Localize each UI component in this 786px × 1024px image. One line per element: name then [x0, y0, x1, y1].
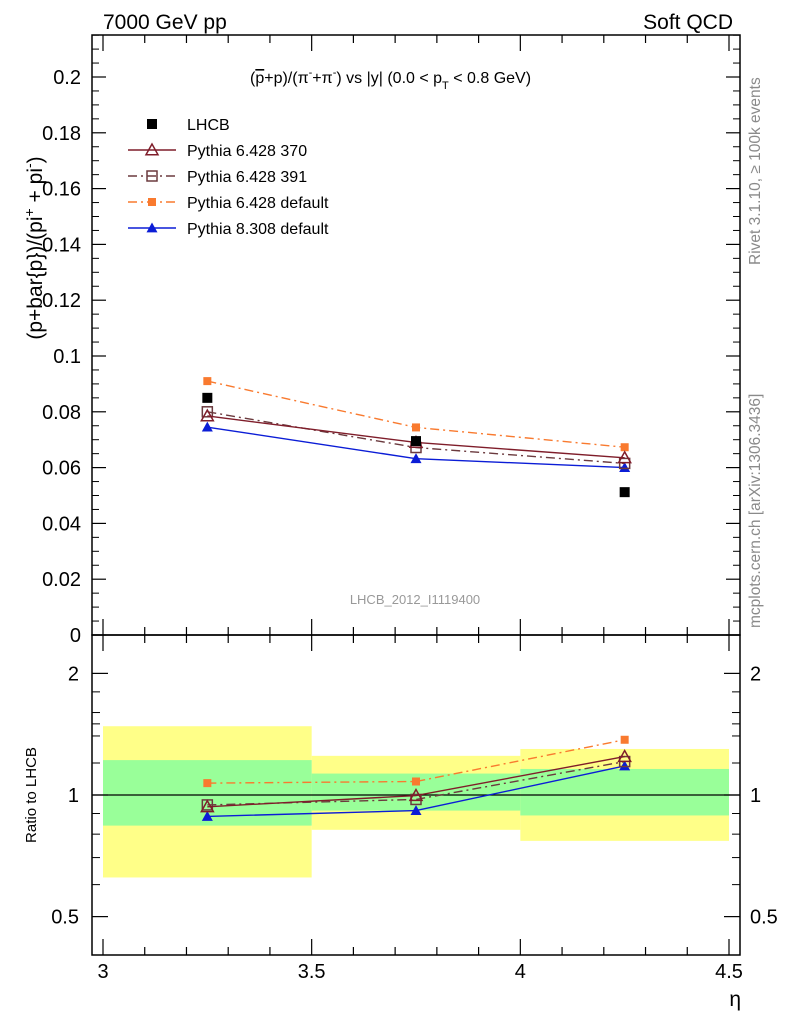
ratio-y-tick-label-left: 2 — [68, 663, 79, 685]
main-y-tick-label: 0.04 — [42, 513, 81, 535]
legend-item-data: LHCB — [147, 117, 230, 134]
main-point-p6def-0 — [203, 377, 212, 386]
main-point-data-0 — [202, 392, 213, 403]
main-point-p391-0 — [201, 406, 214, 418]
ratio-point-p370-2 — [617, 749, 632, 763]
legend-label-data: LHCB — [187, 117, 230, 134]
main-point-p8def-1 — [410, 453, 422, 464]
analysis-id-watermark: LHCB_2012_I1119400 — [350, 592, 480, 607]
main-point-data-1 — [411, 436, 421, 447]
legend-label-p370: Pythia 6.428 370 — [187, 143, 307, 160]
main-plot-title: (p+p)/(π-+π-) vs |y| (0.0 < pT < 0.8 GeV… — [250, 67, 531, 92]
header-energy: 7000 GeV pp — [103, 11, 227, 34]
ratio-y-tick-label-right: 1 — [750, 785, 761, 807]
x-tick-label: 4.5 — [715, 961, 743, 983]
ratio-line-p370 — [207, 755, 625, 808]
ratio-line-p391 — [207, 760, 625, 806]
x-axis-label: η — [729, 988, 741, 1011]
ratio-uncertainty-bands — [103, 726, 729, 878]
ratio-point-p370-0 — [200, 799, 215, 813]
legend-marker-p6def — [148, 198, 156, 206]
mcplots-reference-text: mcplots.cern.ch [arXiv:1306.3436] — [747, 394, 764, 628]
main-y-tick-label: 0.2 — [53, 67, 81, 89]
main-point-p370-0 — [200, 408, 215, 422]
main-y-tick-label: 0.12 — [42, 290, 81, 312]
main-point-p6def-2 — [620, 443, 629, 452]
ratio-y-tick-label-right: 0.5 — [750, 907, 778, 929]
main-y-tick-label: 0 — [70, 625, 81, 647]
legend-marker-data — [147, 119, 157, 129]
legend: LHCB Pythia 6.428 370 Pythia 6.428 391 Pyth… — [128, 117, 329, 238]
main-point-p391-2 — [618, 457, 631, 470]
main-point-data-2 — [619, 487, 630, 498]
legend-label-p6def: Pythia 6.428 default — [187, 195, 329, 212]
ratio-point-p370-1 — [408, 787, 424, 802]
legend-item-p391: Pythia 6.428 391 — [128, 169, 307, 186]
ratio-plot-series — [200, 735, 632, 821]
main-point-p8def-0 — [201, 421, 213, 432]
ratio-y-axis-label: Ratio to LHCB — [23, 747, 40, 843]
x-tick-label: 4 — [515, 961, 526, 983]
main-series-p8def — [201, 421, 631, 472]
main-point-p8def-2 — [619, 462, 631, 472]
ratio-line-p6def — [207, 739, 625, 784]
ratio-point-p6def-1 — [412, 777, 420, 786]
legend-label-p8def: Pythia 8.308 default — [187, 221, 329, 238]
ratio-series-p370 — [200, 749, 632, 813]
main-plot-series — [200, 377, 632, 498]
ratio-point-p6def-0 — [203, 779, 212, 788]
legend-marker-p391 — [146, 170, 158, 182]
legend-item-p6def: Pythia 6.428 default — [128, 195, 329, 212]
ratio-point-p8def-1 — [410, 805, 422, 815]
ratio-band-inner-2 — [520, 768, 729, 816]
rivet-version-text: Rivet 3.1.10, ≥ 100k events — [747, 77, 764, 265]
x-tick-label: 3.5 — [298, 961, 326, 983]
main-y-tick-label: 0.08 — [42, 402, 81, 424]
main-y-tick-label: 0.02 — [42, 569, 81, 591]
legend-item-p8def: Pythia 8.308 default — [128, 221, 329, 238]
legend-marker-p8def — [146, 222, 158, 233]
header-category: Soft QCD — [643, 11, 733, 34]
ratio-series-p8def — [201, 760, 631, 821]
x-tick-label: 3 — [97, 961, 108, 983]
ratio-point-p6def-2 — [620, 735, 629, 744]
ratio-point-p8def-0 — [201, 810, 213, 821]
main-y-tick-label: 0.1 — [53, 346, 81, 368]
main-y-tick-label: 0.06 — [42, 458, 81, 480]
main-series-data — [202, 392, 630, 498]
ratio-series-p6def — [203, 735, 629, 788]
legend-label-p391: Pythia 6.428 391 — [187, 169, 307, 186]
main-y-tick-label: 0.14 — [42, 234, 81, 256]
main-point-p370-2 — [617, 450, 632, 464]
ratio-y-tick-label-left: 0.5 — [51, 907, 79, 929]
main-series-p6def — [203, 377, 629, 452]
ratio-point-p8def-2 — [619, 760, 631, 771]
main-y-tick-label: 0.16 — [42, 179, 81, 201]
main-y-axis-label: (p+bar{p})/(pi+ + pi-) — [21, 156, 47, 339]
ratio-y-tick-label-right: 2 — [750, 663, 761, 685]
ratio-y-tick-label-left: 1 — [68, 785, 79, 807]
legend-marker-p370 — [144, 142, 160, 156]
axis-ticks: 0 0.02 0.04 0.06 0.08 0.1 0.12 0.14 0.16 0.18 0.2 3… — [42, 34, 778, 983]
main-y-tick-label: 0.18 — [42, 123, 81, 145]
main-point-p6def-1 — [412, 423, 420, 432]
legend-item-p370: Pythia 6.428 370 — [128, 142, 307, 160]
